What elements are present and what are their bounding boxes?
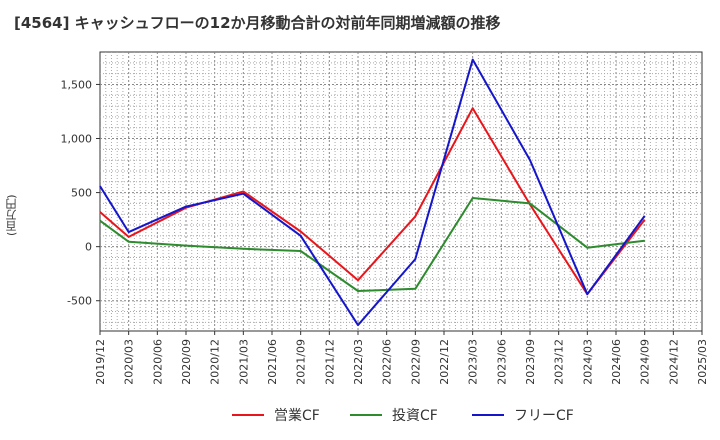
legend-swatch-investing-cf <box>350 414 382 416</box>
x-tick-label: 2022/06 <box>381 339 394 385</box>
x-tick-label: 2025/03 <box>696 339 709 385</box>
series-line-2 <box>99 58 646 327</box>
legend-label-investing-cf: 投資CF <box>392 408 438 424</box>
y-tick-label: 500 <box>71 187 92 200</box>
y-tick-label: 0 <box>85 241 92 254</box>
x-tick-label: 2021/06 <box>266 339 279 385</box>
legend-swatch-free-cf <box>472 414 504 416</box>
x-tick-label: 2020/09 <box>180 339 193 385</box>
legend-item-investing-cf: 投資CF <box>350 404 438 426</box>
x-tick-label: 2019/12 <box>94 339 107 385</box>
plot-area <box>99 51 703 332</box>
legend-item-free-cf: フリーCF <box>472 404 574 426</box>
chart-title: [4564] キャッシュフローの12か月移動合計の対前年同期増減額の推移 <box>14 14 501 32</box>
x-tick-label: 2022/09 <box>409 339 422 385</box>
series-line-1 <box>99 197 645 292</box>
x-tick-label: 2021/12 <box>323 339 336 385</box>
x-tick-label: 2020/12 <box>209 339 222 385</box>
x-tick-label: 2020/06 <box>151 339 164 385</box>
x-tick-label: 2024/06 <box>610 339 623 385</box>
x-tick-label: 2023/12 <box>553 339 566 385</box>
x-tick-label: 2024/09 <box>639 339 652 385</box>
x-tick-label: 2021/03 <box>237 339 250 385</box>
x-tick-label: 2022/03 <box>352 339 365 385</box>
x-tick-label: 2023/09 <box>524 339 537 385</box>
legend-item-operating-cf: 営業CF <box>232 404 320 426</box>
legend: 営業CF 投資CF フリーCF <box>0 404 720 426</box>
x-tick-label: 2020/03 <box>123 339 136 385</box>
legend-swatch-operating-cf <box>232 414 264 416</box>
y-tick-label: 1,500 <box>61 78 93 91</box>
legend-label-free-cf: フリーCF <box>514 408 574 424</box>
y-tick-label: 1,000 <box>61 133 93 146</box>
series-line-0 <box>99 107 646 296</box>
legend-label-operating-cf: 営業CF <box>274 408 320 424</box>
x-tick-label: 2022/12 <box>438 339 451 385</box>
x-tick-label: 2021/09 <box>295 339 308 385</box>
x-tick-label: 2024/03 <box>581 339 594 385</box>
y-tick-label: -500 <box>67 295 92 308</box>
x-tick-label: 2023/06 <box>495 339 508 385</box>
x-tick-label: 2023/03 <box>467 339 480 385</box>
x-tick-label: 2024/12 <box>667 339 680 385</box>
